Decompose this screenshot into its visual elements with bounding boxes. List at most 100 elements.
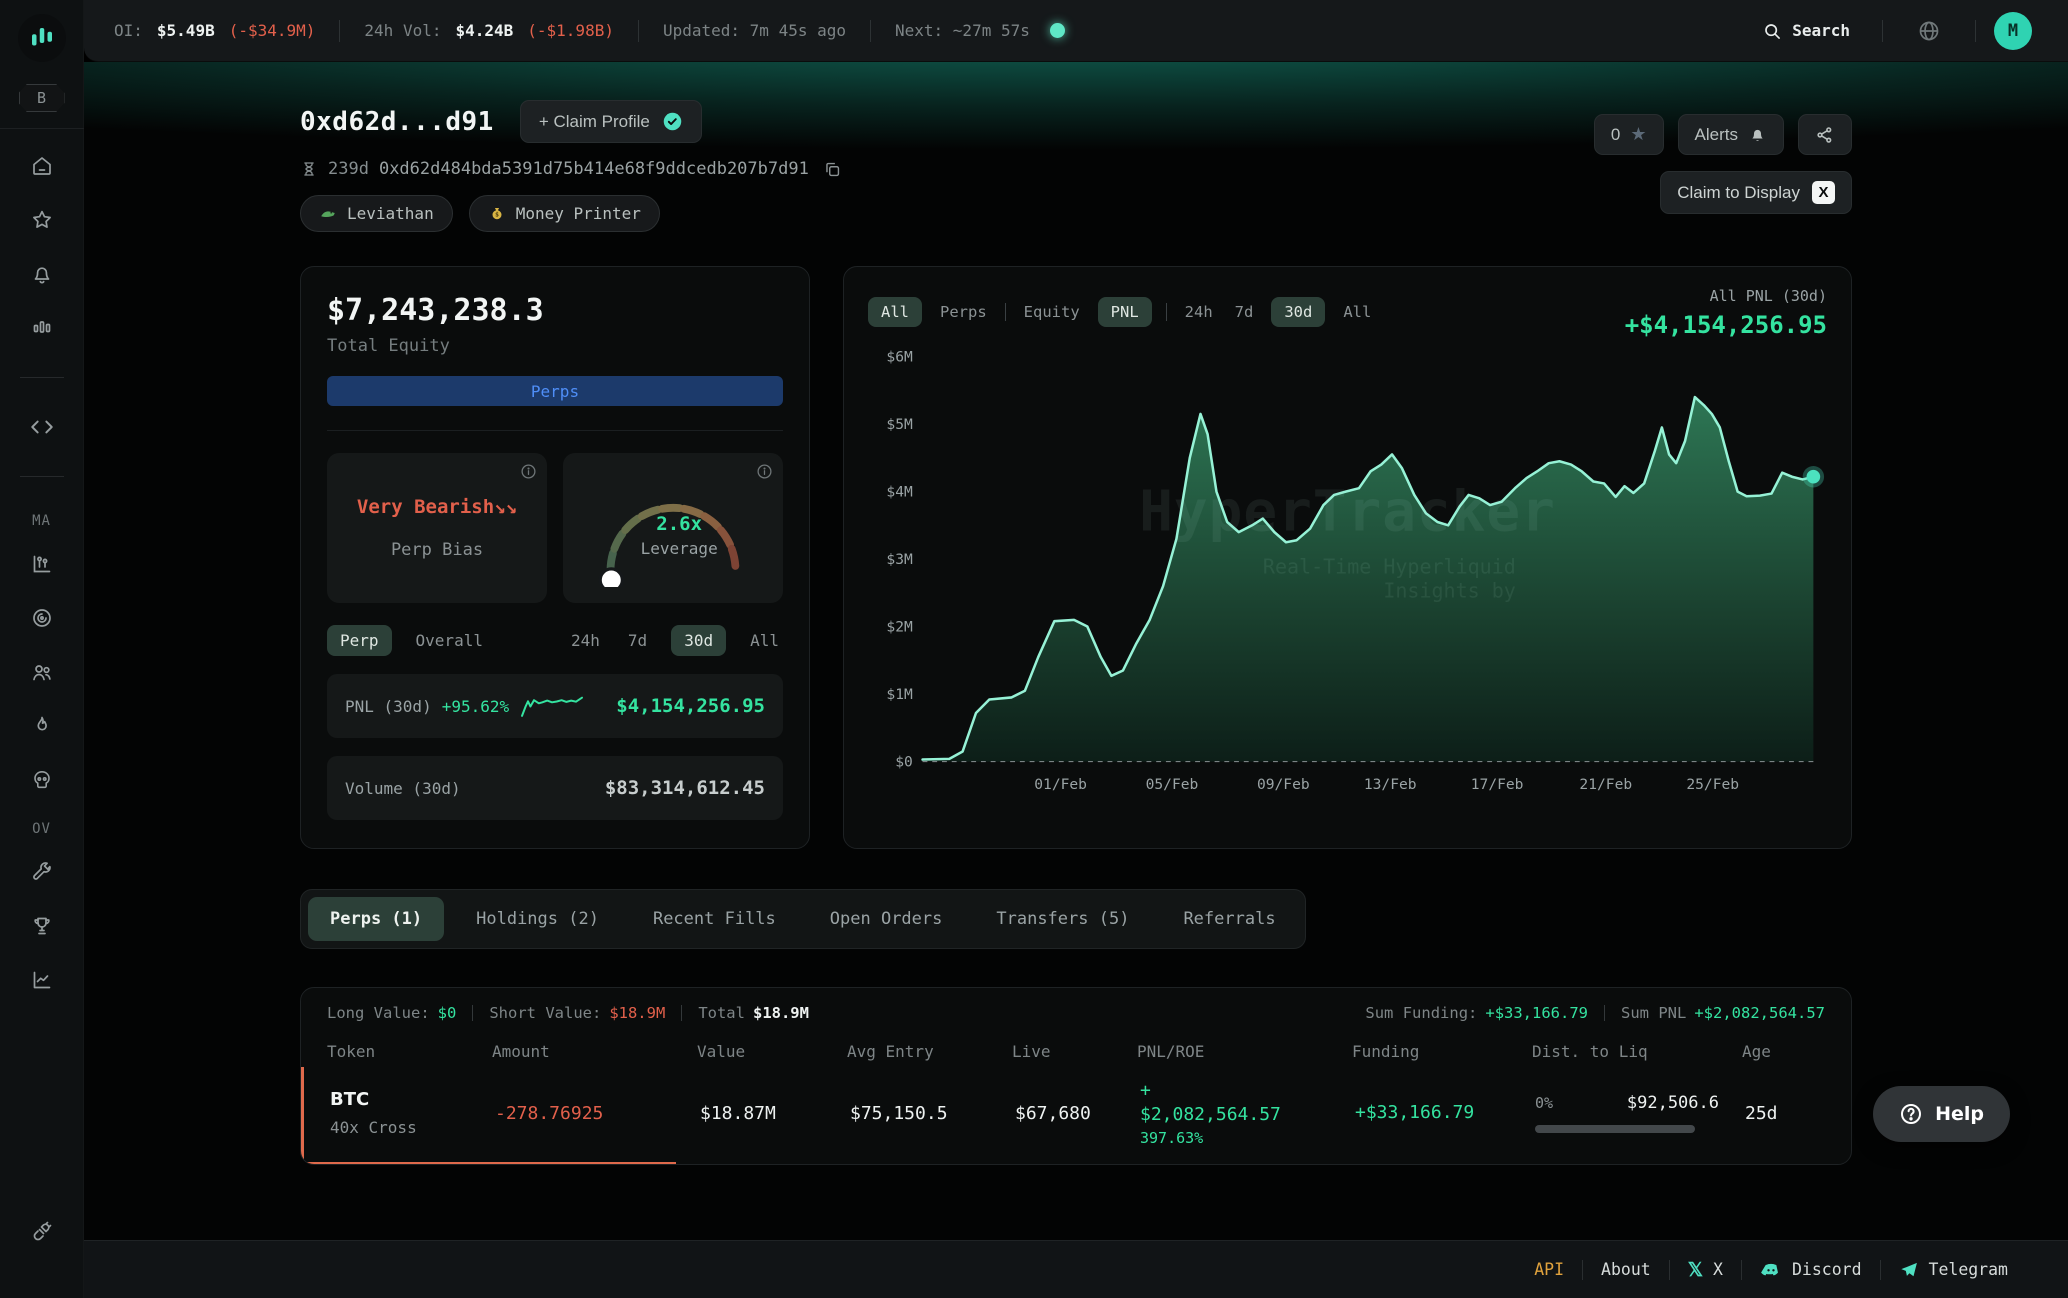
perp-bias-label: Perp Bias	[391, 540, 483, 560]
badge-leviathan[interactable]: Leviathan	[300, 195, 453, 232]
tab-open-orders[interactable]: Open Orders	[808, 897, 965, 941]
claim-to-display-button[interactable]: Claim to Display X	[1660, 171, 1852, 214]
svg-text:$3M: $3M	[886, 551, 913, 568]
skull-icon[interactable]	[27, 765, 57, 795]
svg-text:17/Feb: 17/Feb	[1471, 776, 1524, 793]
plug-connection-icon[interactable]	[27, 1216, 57, 1246]
range-30d[interactable]: 30d	[671, 625, 726, 656]
pnl-area-chart[interactable]: $6M$5M$4M$3M$2M$1M$001/Feb05/Feb09/Feb13…	[868, 341, 1827, 797]
pnl-sparkline	[519, 692, 585, 720]
alerts-bell-icon[interactable]	[27, 259, 57, 289]
app-logo-icon[interactable]	[18, 14, 66, 62]
chart-tab-all[interactable]: All	[868, 297, 922, 327]
volume-strip[interactable]: Volume (30d) $83,314,612.45	[327, 756, 783, 820]
vol-value: $4.24B	[455, 21, 513, 40]
tools-wrench-icon[interactable]	[27, 857, 57, 887]
chart-tab-pnl[interactable]: PNL	[1098, 297, 1152, 327]
svg-text:$2M: $2M	[886, 618, 913, 635]
claim-profile-button[interactable]: + Claim Profile	[520, 100, 702, 143]
perp-bias-value: Very Bearish↘↘	[357, 496, 517, 518]
tab-overall[interactable]: Overall	[412, 625, 487, 656]
badge-money-printer[interactable]: $ Money Printer	[469, 195, 660, 232]
profile-header: 0xd62d...d91 + Claim Profile 239d 0xd62d…	[300, 100, 1852, 232]
radar-vortex-icon[interactable]	[27, 603, 57, 633]
crocodile-icon	[319, 205, 337, 223]
pnl-roe-cell: + $2,082,564.57 397.63%	[1140, 1079, 1355, 1148]
total-label: Total	[698, 1004, 745, 1022]
badge-money-printer-label: Money Printer	[516, 204, 641, 223]
equity-range-tabs: Perp Overall 24h 7d 30d All	[327, 625, 783, 656]
updated-status: Updated: 7m 45s ago	[663, 21, 846, 40]
short-value-label: Short Value:	[489, 1004, 601, 1022]
markets-columns-icon[interactable]	[27, 313, 57, 343]
user-avatar[interactable]: M	[1994, 12, 2032, 50]
divider	[20, 476, 64, 477]
chart-range-24h[interactable]: 24h	[1181, 297, 1217, 327]
tab-perps[interactable]: Perps (1)	[308, 897, 444, 941]
share-button[interactable]	[1798, 114, 1852, 155]
footer-about-link[interactable]: About	[1601, 1260, 1651, 1279]
age-cell: 25d	[1745, 1103, 1825, 1124]
info-icon[interactable]	[520, 463, 537, 484]
favorites-star-icon[interactable]	[27, 205, 57, 235]
pnl-label: PNL (30d)	[345, 697, 432, 716]
liq-price: $92,506.6	[1627, 1093, 1719, 1113]
sum-pnl-label: Sum PNL	[1621, 1004, 1686, 1022]
full-address: 0xd62d484bda5391d75b414e68f9ddcedb207b7d…	[379, 159, 809, 179]
value-cell: $18.87M	[700, 1103, 850, 1124]
roe-percent: 397.63%	[1140, 1128, 1355, 1148]
footer-api-link[interactable]: API	[1534, 1260, 1564, 1279]
range-24h[interactable]: 24h	[567, 625, 604, 656]
performance-chart-icon[interactable]	[27, 965, 57, 995]
trophy-icon[interactable]	[27, 911, 57, 941]
chart-tab-equity[interactable]: Equity	[1020, 297, 1084, 327]
footer-discord-link[interactable]: Discord	[1760, 1259, 1862, 1281]
chart-range-30d[interactable]: 30d	[1271, 297, 1325, 327]
verified-badge-icon	[662, 111, 683, 132]
copy-address-icon[interactable]	[823, 160, 842, 179]
globe-language-icon[interactable]	[1901, 13, 1957, 49]
section-tabs: Perps (1) Holdings (2) Recent Fills Open…	[300, 889, 1306, 949]
long-value: $0	[438, 1004, 457, 1022]
svg-text:$: $	[495, 210, 499, 218]
tab-holdings[interactable]: Holdings (2)	[454, 897, 621, 941]
chart-headline-value: +$4,154,256.95	[1625, 311, 1827, 339]
account-age: 239d	[328, 159, 369, 179]
table-row[interactable]: BTC 40x Cross -278.76925 $18.87M $75,150…	[301, 1067, 1851, 1164]
alerts-button[interactable]: Alerts	[1678, 114, 1784, 155]
sum-funding-label: Sum Funding:	[1365, 1004, 1477, 1022]
code-api-icon[interactable]	[27, 412, 57, 442]
chart-range-7d[interactable]: 7d	[1231, 297, 1258, 327]
tab-transfers[interactable]: Transfers (5)	[974, 897, 1151, 941]
search-button[interactable]: Search	[1748, 13, 1864, 49]
star-count-button[interactable]: 0 ★	[1594, 114, 1664, 155]
tab-perp[interactable]: Perp	[327, 625, 392, 656]
chart-headline-label: All PNL (30d)	[1625, 287, 1827, 305]
footer-telegram-link[interactable]: Telegram	[1899, 1260, 2008, 1280]
question-icon	[1899, 1102, 1923, 1126]
footer-telegram-label: Telegram	[1929, 1260, 2008, 1279]
svg-text:01/Feb: 01/Feb	[1034, 776, 1087, 793]
token-cell: BTC 40x Cross	[330, 1089, 495, 1137]
chart-range-all[interactable]: All	[1339, 297, 1375, 327]
svg-text:$1M: $1M	[886, 686, 913, 703]
range-7d[interactable]: 7d	[624, 625, 651, 656]
range-all[interactable]: All	[746, 625, 783, 656]
bell-icon	[1748, 125, 1767, 144]
footer-x-link[interactable]: 𝕏 X	[1688, 1259, 1723, 1281]
builder-badge[interactable]: B	[19, 84, 65, 112]
analytics-histogram-icon[interactable]	[27, 549, 57, 579]
tab-recent-fills[interactable]: Recent Fills	[631, 897, 798, 941]
divider	[1166, 303, 1167, 321]
pnl-strip[interactable]: PNL (30d) +95.62% $4,154,256.95	[327, 674, 783, 738]
total-equity-value: $7,243,238.3	[327, 293, 783, 328]
leverage-label: Leverage	[641, 539, 718, 558]
chart-tab-perps[interactable]: Perps	[936, 297, 991, 327]
flame-icon[interactable]	[27, 711, 57, 741]
home-icon[interactable]	[27, 151, 57, 181]
star-icon: ★	[1630, 124, 1646, 145]
tab-referrals[interactable]: Referrals	[1161, 897, 1297, 941]
dist-to-liq-cell: 0% $92,506.6	[1535, 1093, 1745, 1133]
help-button[interactable]: Help	[1873, 1086, 2010, 1142]
users-icon[interactable]	[27, 657, 57, 687]
